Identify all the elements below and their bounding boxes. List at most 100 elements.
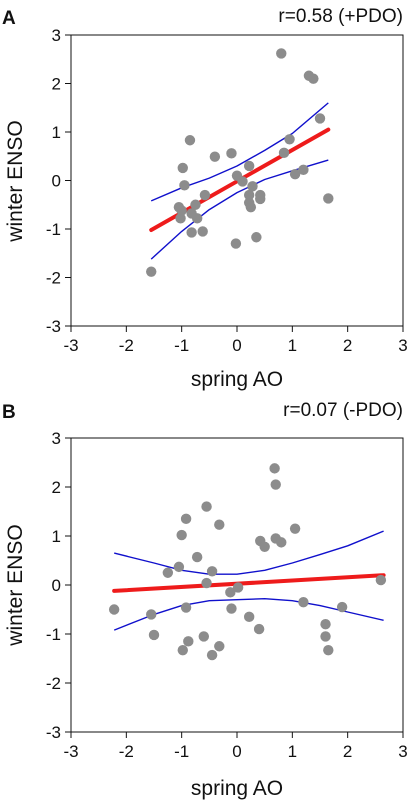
x-tick-label: 2 (343, 336, 352, 355)
data-point (243, 160, 255, 172)
regression-line-group (112, 573, 386, 593)
x-ticks: -3 -2 -1 0 1 2 3 (63, 326, 408, 355)
correlation-annotation: r=0.07 (-PDO) (283, 400, 403, 421)
ci-lower-line (113, 598, 384, 631)
regression-line (112, 573, 386, 593)
data-point (298, 596, 309, 608)
y-tick-label: 0 (52, 172, 61, 191)
y-ticks: -3 -2 -1 0 1 2 3 (46, 26, 71, 336)
y-axis-label: winter ENSO (4, 524, 27, 646)
data-point (225, 587, 236, 598)
data-point (206, 566, 218, 577)
data-point (206, 649, 218, 661)
data-point (255, 193, 266, 205)
y-tick-label: 1 (52, 527, 61, 546)
data-point (276, 48, 287, 59)
data-point (199, 189, 211, 201)
y-tick-label: 3 (52, 26, 61, 45)
panel-label: A (2, 8, 16, 29)
x-tick-label: 1 (288, 742, 297, 761)
data-point (176, 205, 187, 216)
data-point (226, 603, 237, 614)
data-point (232, 582, 244, 593)
data-point (276, 537, 287, 548)
panel-a: A r=0.58 (+PDO) -3 -2 -1 0 1 2 3 -3 -2 -1 0 1 2 3 sp… (2, 6, 408, 391)
y-axis-label: winter ENSO (4, 120, 27, 242)
data-point (375, 574, 387, 586)
data-point (214, 519, 225, 530)
y-tick-label: 0 (52, 576, 61, 595)
panel-label: B (2, 402, 16, 423)
x-tick-label: 2 (343, 742, 352, 761)
x-ticks: -3 -2 -1 0 1 2 3 (63, 732, 408, 761)
ci-upper-line (150, 102, 329, 202)
data-point (320, 619, 331, 630)
y-tick-label: -1 (46, 220, 61, 239)
data-point (177, 644, 188, 656)
data-point (323, 644, 334, 656)
data-point (284, 134, 295, 145)
data-point (323, 193, 334, 204)
data-point (190, 199, 201, 210)
data-point (148, 629, 160, 641)
x-tick-label: 1 (288, 336, 297, 355)
x-tick-label: -3 (63, 336, 78, 355)
data-point (175, 213, 186, 224)
x-axis-label: spring AO (191, 777, 283, 800)
y-tick-label: -1 (46, 625, 61, 644)
y-tick-label: 2 (52, 75, 61, 94)
x-tick-label: -3 (63, 742, 78, 761)
y-tick-label: 3 (52, 429, 61, 448)
x-tick-label: -1 (174, 336, 189, 355)
y-tick-label: 2 (52, 478, 61, 497)
x-tick-label: 3 (398, 742, 407, 761)
y-tick-label: -3 (46, 317, 61, 336)
data-point (226, 148, 237, 159)
data-point (278, 147, 290, 159)
data-point (197, 226, 208, 237)
data-point (251, 232, 262, 243)
data-point (146, 266, 157, 277)
data-point (230, 238, 242, 249)
x-axis-label: spring AO (191, 368, 283, 391)
panel-b: B r=0.07 (-PDO) -3 -2 -1 0 1 2 3 -3 -2 -1 0 1 2 3 sp… (2, 400, 408, 800)
y-tick-label: -3 (46, 723, 61, 742)
data-point (180, 513, 192, 525)
data-point (259, 541, 270, 552)
data-point (289, 523, 301, 534)
data-point (336, 601, 348, 613)
data-point (237, 176, 248, 187)
data-point (179, 180, 190, 191)
x-tick-label: -2 (119, 742, 134, 761)
data-point (289, 168, 301, 180)
data-point (247, 181, 258, 192)
data-point (176, 529, 187, 541)
y-tick-label: -2 (46, 674, 61, 693)
data-point (191, 213, 203, 224)
y-tick-label: -2 (46, 269, 61, 288)
data-point (201, 501, 212, 512)
data-point (108, 604, 120, 615)
data-point (314, 113, 326, 124)
data-point (209, 151, 221, 162)
data-point (243, 189, 255, 201)
y-ticks: -3 -2 -1 0 1 2 3 (46, 429, 71, 742)
data-point (298, 164, 309, 176)
data-point (320, 631, 331, 642)
y-tick-label: 1 (52, 123, 61, 142)
data-point (177, 162, 188, 174)
data-point (191, 551, 203, 563)
data-point (173, 561, 185, 573)
correlation-annotation: r=0.58 (+PDO) (278, 6, 403, 27)
data-points (146, 48, 334, 277)
data-point (183, 636, 194, 647)
data-points (108, 463, 387, 661)
data-point (245, 201, 257, 213)
data-point (308, 73, 319, 84)
data-point (198, 631, 209, 642)
data-point (201, 577, 212, 589)
x-tick-label: 3 (398, 336, 407, 355)
data-point (243, 611, 255, 623)
x-tick-label: -2 (119, 336, 134, 355)
